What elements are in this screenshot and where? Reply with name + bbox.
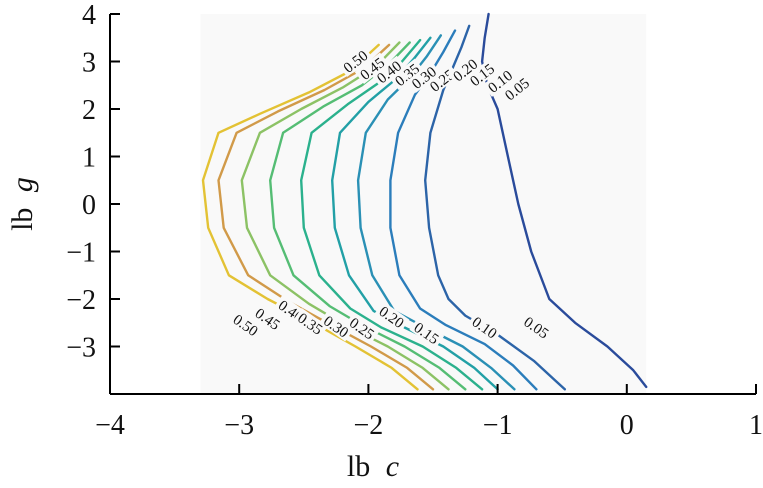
contour-label-bg-top-0.35 bbox=[389, 58, 425, 91]
x-axis-title: lb c bbox=[347, 450, 399, 483]
y-tick-label: −3 bbox=[66, 333, 96, 364]
y-tick-label: 1 bbox=[82, 143, 96, 174]
contour-label-bg-top-0.05 bbox=[499, 72, 534, 105]
y-tick-label: −1 bbox=[66, 238, 96, 269]
contour-label-bg-top-0.15 bbox=[464, 58, 500, 91]
contour-label-bg-top-0.30 bbox=[406, 61, 441, 94]
y-tick-label: −2 bbox=[66, 285, 96, 316]
x-tick-label: −4 bbox=[95, 410, 125, 441]
contour-label-bg-bottom-0.35 bbox=[293, 307, 328, 339]
x-tick-label: 1 bbox=[749, 410, 763, 441]
contour-line-0.40 bbox=[240, 41, 450, 391]
contour-label-bg-bottom-0.15 bbox=[409, 317, 445, 349]
contour-line-0.50 bbox=[201, 43, 419, 391]
y-tick-label: 2 bbox=[82, 95, 96, 126]
contour-label-bg-top-0.50 bbox=[337, 45, 373, 77]
contour-line-0.05 bbox=[480, 12, 648, 389]
x-axis-title-prefix: lb bbox=[347, 450, 370, 483]
contour-label-bg-bottom-0.50 bbox=[228, 309, 264, 341]
contour-line-0.45 bbox=[217, 43, 435, 391]
y-tick-label: 0 bbox=[82, 190, 96, 221]
x-ticks: −4 −3 −2 −1 0 1 bbox=[95, 384, 763, 441]
contour-line-0.35 bbox=[269, 41, 467, 391]
contour-label-bg-bottom-0.45 bbox=[250, 303, 286, 334]
contour-label-bg-bottom-0.10 bbox=[467, 311, 503, 343]
x-tick-label: −1 bbox=[483, 410, 513, 441]
contour-label-bg-bottom-0.30 bbox=[318, 310, 354, 342]
y-axis-title-var: g bbox=[6, 177, 39, 192]
x-tick-label: −2 bbox=[354, 410, 384, 441]
x-tick-label: −3 bbox=[224, 410, 254, 441]
contour-label-bg-bottom-0.05 bbox=[519, 311, 555, 343]
contour-label-bg-top-0.40 bbox=[371, 55, 406, 88]
x-tick-label: 0 bbox=[620, 410, 634, 441]
contour-label-bg-bottom-0.25 bbox=[344, 312, 380, 344]
contour-labels: 0.500.450.400.350.300.250.200.150.100.05… bbox=[228, 45, 555, 349]
y-axis-title-prefix: lb bbox=[6, 208, 39, 231]
contour-label-bg-bottom-0.20 bbox=[374, 301, 410, 332]
y-tick-label: 4 bbox=[82, 0, 96, 31]
contour-label-bg-top-0.20 bbox=[447, 53, 483, 86]
y-axis-title: lb g bbox=[6, 177, 39, 231]
contour-label-bg-top-0.45 bbox=[354, 52, 390, 84]
y-ticks: −3 −2 −1 0 1 2 3 4 bbox=[66, 0, 120, 364]
contour-label-bg-top-0.10 bbox=[482, 65, 518, 97]
y-tick-label: 3 bbox=[82, 48, 96, 79]
x-axis-title-var: c bbox=[386, 450, 399, 483]
